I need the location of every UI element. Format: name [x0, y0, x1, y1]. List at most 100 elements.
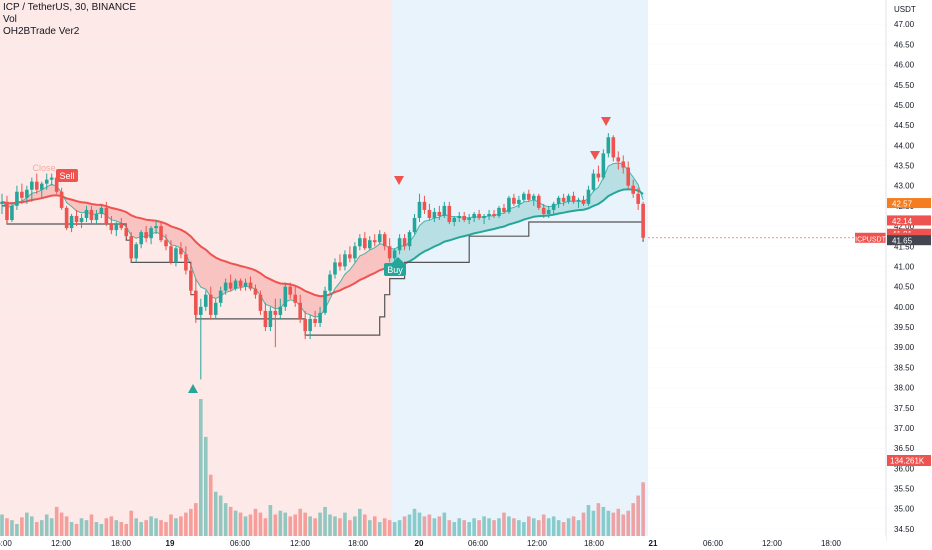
- price-label: 42.14: [887, 215, 931, 226]
- candle-body: [333, 262, 337, 275]
- volume-bar: [94, 522, 99, 541]
- candle: [10, 201, 14, 223]
- candle: [402, 234, 407, 251]
- candle-body: [179, 248, 183, 255]
- volume-bar: [492, 520, 496, 541]
- price-axis[interactable]: USDT 47.00 46.50 46.00 45.50 45.00 44.50 44.00 4…: [885, 0, 932, 550]
- time-axis[interactable]: 6:00 12:00 18:00 19 06:00 12:00 18:00 20 06:00 12…: [0, 536, 886, 550]
- candle: [124, 224, 129, 239]
- candle-body: [109, 224, 114, 231]
- symbol-title[interactable]: ICP / TetherUS, 30, BINANCE: [3, 2, 137, 13]
- volume-bar: [482, 516, 486, 541]
- candle-body: [407, 232, 412, 247]
- candle: [522, 191, 526, 202]
- signals: Sell Buy Close ICPUSDT: [32, 117, 887, 393]
- candle: [512, 193, 516, 206]
- candle-body: [228, 282, 233, 289]
- candle-body: [358, 238, 362, 247]
- symbol-tag-box: [855, 232, 886, 243]
- up-arrow-icon: [188, 384, 198, 393]
- candle: [601, 149, 606, 180]
- volume-bar: [432, 518, 437, 541]
- price-tick-label: 39.00: [894, 343, 915, 352]
- candle: [353, 242, 357, 263]
- volume-bar: [174, 518, 178, 541]
- volume-bar: [69, 522, 74, 541]
- candle-body: [243, 282, 248, 287]
- candle: [462, 211, 467, 223]
- candle-body: [94, 213, 99, 221]
- volume-bar: [502, 512, 506, 541]
- candle-body: [114, 224, 119, 231]
- down-arrow-icon: [601, 117, 611, 126]
- price-tick-label: 40.50: [894, 283, 915, 292]
- volume-bar: [566, 518, 571, 541]
- candle: [392, 248, 397, 263]
- volume-bar: [527, 516, 531, 541]
- candle: [502, 203, 506, 214]
- price-tick-label: 43.00: [894, 182, 915, 191]
- candle-body: [303, 318, 307, 332]
- time-tick-label: 12:00: [762, 539, 783, 548]
- candle-body: [104, 207, 109, 225]
- candle-body: [89, 209, 94, 221]
- candle: [417, 193, 422, 223]
- signal-close-label: Close: [32, 163, 55, 173]
- candle-body: [288, 286, 293, 295]
- candle: [333, 258, 337, 279]
- candle-body: [616, 157, 621, 162]
- volume-bar: [387, 520, 392, 541]
- candle-body: [601, 153, 606, 178]
- candle: [159, 222, 163, 243]
- candle-body: [541, 207, 546, 214]
- candle-body: [223, 282, 228, 291]
- candle-body: [0, 201, 4, 204]
- candle-body: [293, 294, 298, 303]
- price-tick-label: 39.50: [894, 323, 915, 332]
- candle-body: [318, 312, 322, 323]
- candle-body: [546, 209, 551, 214]
- candle-body: [387, 246, 392, 259]
- volume-bar: [288, 516, 293, 541]
- candle-body: [467, 217, 471, 221]
- oh2btrade-indicator-label[interactable]: OH2BTrade Ver2: [3, 26, 80, 37]
- candle: [64, 205, 69, 231]
- volume-bar: [606, 510, 611, 541]
- volume-bar: [223, 503, 228, 541]
- candle: [422, 195, 427, 214]
- volume-bar: [39, 520, 44, 541]
- candle: [179, 242, 183, 259]
- price-tick-label: 37.50: [894, 404, 915, 413]
- signal-tag-box: [56, 169, 78, 182]
- candle: [248, 276, 253, 291]
- candle-body: [581, 199, 586, 204]
- price-tick-label: 46.50: [894, 40, 915, 49]
- candle: [358, 234, 362, 251]
- candle: [79, 213, 84, 229]
- volume-value-text: 134.261K: [890, 457, 925, 466]
- signal-tag-label: Buy: [387, 265, 403, 275]
- candle: [20, 183, 24, 204]
- candle: [338, 254, 342, 271]
- volume-bar: [611, 512, 616, 541]
- price-label: 42.57: [887, 198, 931, 209]
- candle: [348, 246, 352, 263]
- candle-body: [641, 203, 645, 238]
- slow-ma-line-bull: [389, 188, 644, 269]
- candle: [15, 185, 19, 210]
- candle-body: [258, 294, 263, 311]
- candle-body: [313, 318, 317, 323]
- buy-tag-pointer: [392, 257, 404, 263]
- bearish-cloud: [2, 184, 390, 318]
- candle: [576, 197, 581, 208]
- candle: [611, 135, 616, 162]
- candle: [382, 232, 387, 251]
- volume-indicator-label[interactable]: Vol: [3, 14, 17, 25]
- price-tick-label: 42.00: [894, 222, 915, 231]
- candle-body: [159, 226, 163, 241]
- price-tick-label: 36.50: [894, 444, 915, 453]
- candle-body: [84, 209, 89, 218]
- volume-bar: [467, 522, 471, 541]
- volume-bar: [343, 512, 347, 541]
